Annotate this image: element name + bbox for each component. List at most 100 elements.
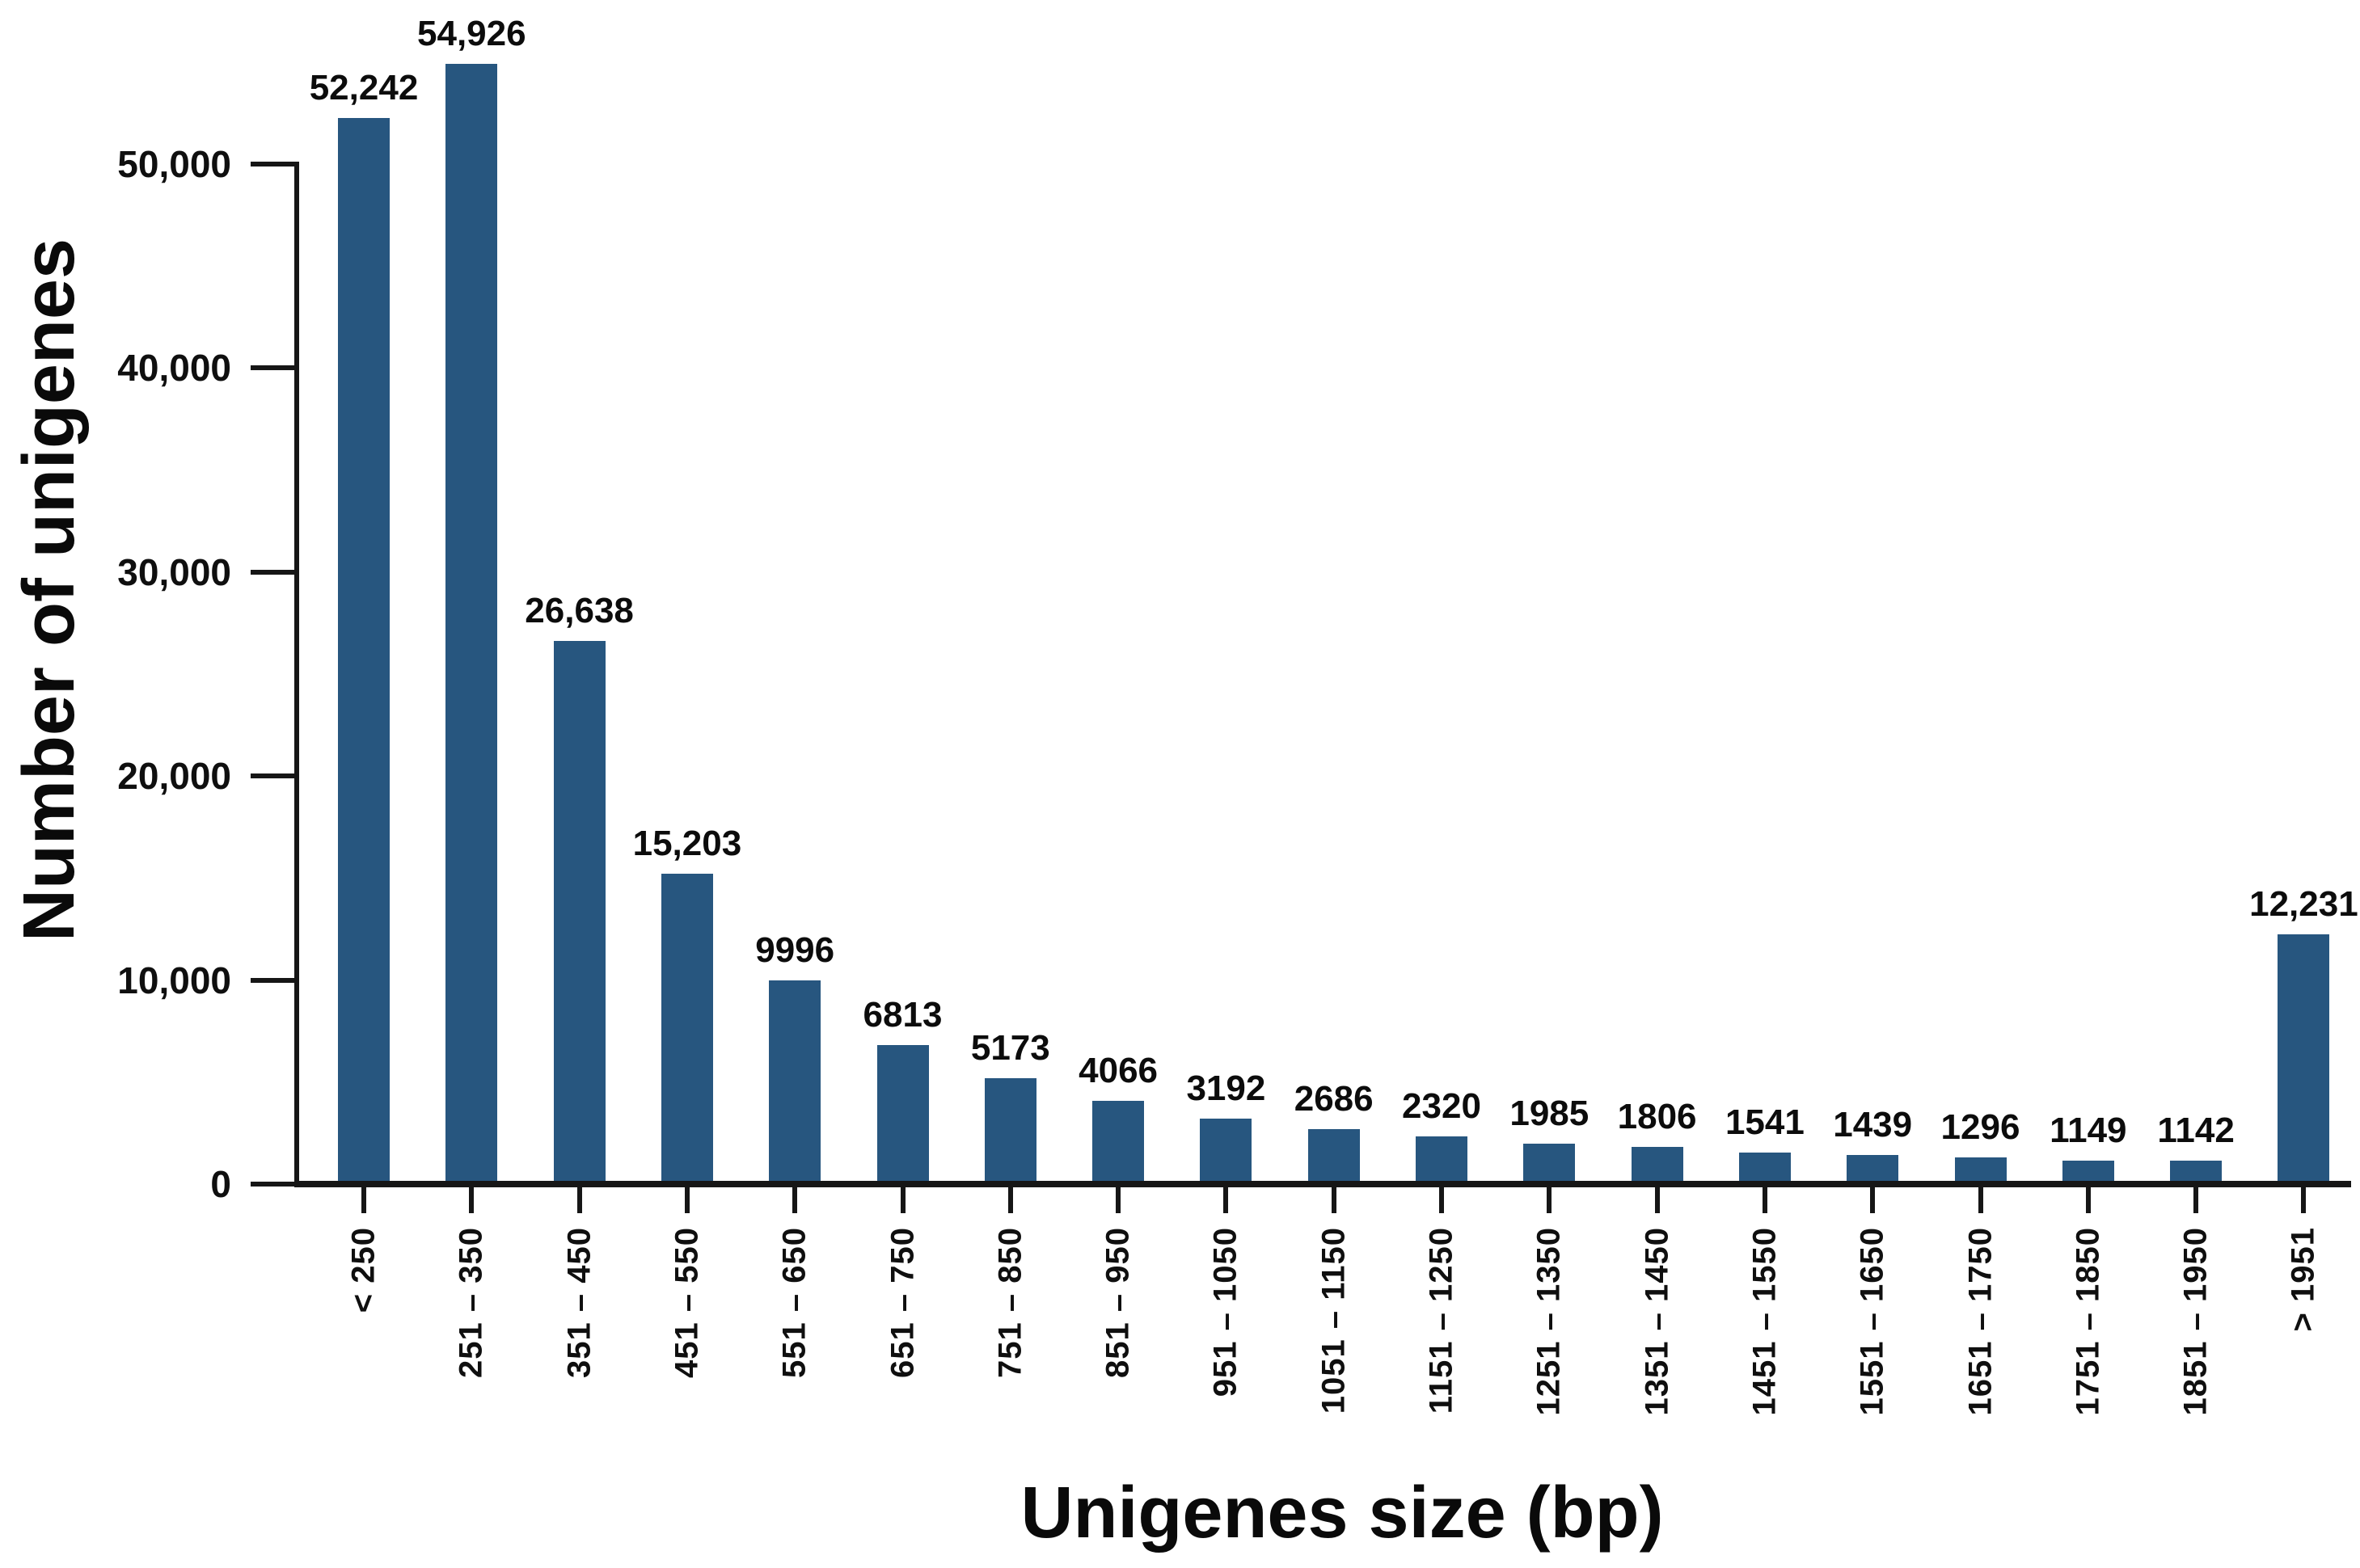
x-tick-label: 1351 – 1450	[1639, 1227, 1675, 1415]
x-tick-label: 551 – 650	[777, 1227, 813, 1378]
x-axis-line	[294, 1181, 2351, 1187]
bar	[445, 63, 498, 1187]
x-tick-label-text: 651 – 750	[884, 1227, 920, 1378]
x-tick-label: > 1951	[2286, 1227, 2322, 1331]
bar	[1307, 1129, 1360, 1187]
y-tick	[251, 773, 296, 779]
x-tick	[1116, 1187, 1121, 1213]
x-tick-label: 851 – 950	[1100, 1227, 1137, 1378]
x-tick-label-text: < 250	[345, 1227, 382, 1313]
y-tick	[251, 569, 296, 575]
x-tick	[1762, 1187, 1767, 1213]
x-tick	[1331, 1187, 1336, 1213]
bar	[1416, 1136, 1467, 1187]
x-tick-label-text: 851 – 950	[1100, 1227, 1136, 1378]
x-tick	[792, 1187, 798, 1213]
bar-value-label: 2320	[1402, 1086, 1481, 1127]
x-tick-label: 1651 – 1750	[1962, 1227, 1999, 1415]
bar-value-label: 12,231	[2249, 884, 2358, 925]
bar-value-label: 1296	[1940, 1107, 2020, 1148]
bar-value-label: 5173	[970, 1028, 1050, 1069]
x-tick	[684, 1187, 690, 1213]
x-tick-label: 1451 – 1550	[1746, 1227, 1783, 1415]
y-tick	[251, 162, 296, 166]
x-tick	[2085, 1187, 2091, 1213]
y-axis-line	[294, 162, 299, 1187]
x-tick-label-text: 1251 – 1350	[1530, 1227, 1567, 1416]
bar	[661, 874, 713, 1187]
x-tick	[361, 1187, 366, 1213]
x-tick	[576, 1187, 582, 1213]
y-axis-title-text: Number of unigenes	[9, 238, 90, 942]
x-tick-label-text: 551 – 650	[776, 1227, 813, 1378]
bar-value-label: 52,242	[309, 68, 419, 108]
x-tick	[900, 1187, 906, 1213]
x-tick-label-text: 251 – 350	[453, 1227, 489, 1378]
x-tick-label: 351 – 450	[561, 1227, 597, 1378]
x-tick-label: 751 – 850	[992, 1227, 1028, 1378]
bar	[2278, 934, 2330, 1187]
bar	[984, 1078, 1036, 1187]
y-tick	[251, 1182, 296, 1187]
bar	[769, 980, 821, 1187]
bar-value-label: 1541	[1725, 1102, 1805, 1143]
x-tick-label: 1751 – 1850	[2070, 1227, 2106, 1415]
bar-value-label: 4066	[1079, 1051, 1159, 1091]
y-tick	[251, 977, 296, 983]
x-tick-label: 1251 – 1350	[1531, 1227, 1568, 1415]
bar-value-label: 2686	[1294, 1079, 1374, 1119]
y-tick-label: 20,000	[117, 755, 231, 798]
x-tick-label-text: 1551 – 1650	[1854, 1227, 1890, 1416]
x-tick-label-text: 1751 – 1850	[2070, 1227, 2106, 1416]
bar-value-label: 1142	[2157, 1111, 2235, 1151]
bar-value-label: 15,203	[632, 824, 742, 864]
y-tick-label: 10,000	[117, 959, 231, 1001]
x-tick-label-text: 351 – 450	[561, 1227, 597, 1378]
x-tick-label-text: 751 – 850	[992, 1227, 1028, 1378]
y-tick	[251, 365, 296, 371]
x-tick-label: 251 – 350	[454, 1227, 490, 1378]
bar	[338, 118, 390, 1187]
bar	[1631, 1147, 1683, 1187]
bar-value-label: 1439	[1833, 1104, 1913, 1144]
bar-value-label: 54,926	[417, 13, 526, 53]
x-tick	[1654, 1187, 1660, 1213]
x-tick	[1978, 1187, 1983, 1213]
x-tick	[1007, 1187, 1013, 1213]
x-tick-label: 1051 – 1150	[1315, 1227, 1352, 1414]
x-tick-label-text: > 1951	[2285, 1227, 2321, 1332]
bar-value-label: 3192	[1186, 1069, 1266, 1109]
bar-value-label: 1806	[1617, 1097, 1697, 1137]
bar	[1523, 1143, 1576, 1187]
x-tick-label: 1551 – 1650	[1855, 1227, 1891, 1415]
x-tick-label-text: 1451 – 1550	[1746, 1227, 1783, 1416]
bar-value-label: 1985	[1509, 1093, 1590, 1133]
x-tick	[1439, 1187, 1444, 1213]
bar-value-label: 26,638	[525, 590, 634, 630]
x-tick	[469, 1187, 475, 1213]
bar	[553, 640, 606, 1187]
x-tick-label-text: 1051 – 1150	[1315, 1227, 1352, 1414]
x-tick	[1547, 1187, 1552, 1213]
bar	[1200, 1119, 1252, 1187]
x-tick	[2193, 1187, 2199, 1213]
y-tick-label: 0	[210, 1163, 231, 1205]
bar-value-label: 1149	[2050, 1110, 2127, 1150]
x-tick-label: 1151 – 1250	[1424, 1227, 1460, 1414]
x-tick-label: < 250	[346, 1227, 382, 1313]
bar-value-label: 6813	[863, 995, 943, 1035]
y-tick-label: 50,000	[117, 143, 231, 185]
y-axis-title: Number of unigenes	[8, 238, 91, 942]
bar	[1092, 1101, 1145, 1187]
x-tick-label: 451 – 550	[669, 1227, 705, 1378]
y-tick-label: 40,000	[117, 347, 231, 390]
bar	[876, 1045, 929, 1187]
x-tick	[2301, 1187, 2307, 1213]
x-tick-label: 651 – 750	[884, 1227, 921, 1378]
x-tick-label: 1851 – 1950	[2178, 1227, 2214, 1415]
x-tick	[1870, 1187, 1876, 1213]
bar-value-label: 9996	[755, 929, 835, 970]
x-tick-label: 951 – 1050	[1208, 1227, 1244, 1397]
x-axis-title: Unigenes size (bp)	[1020, 1473, 1664, 1553]
